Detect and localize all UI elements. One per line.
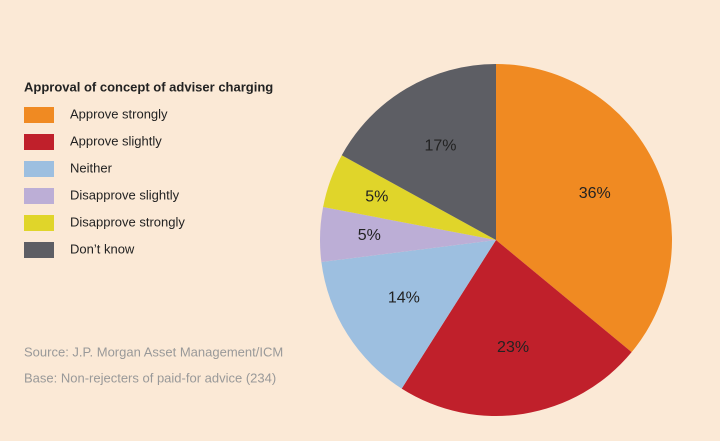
legend-label: Approve strongly (70, 106, 168, 121)
legend-swatch (24, 161, 54, 177)
data-label: 36% (579, 185, 611, 202)
legend-title: Approval of concept of adviser charging (24, 79, 273, 94)
pie-slice (321, 240, 496, 389)
data-label: 5% (365, 188, 388, 205)
legend-label: Neither (70, 160, 113, 175)
data-label: 17% (424, 137, 456, 154)
legend-swatch (24, 215, 54, 231)
pie-slice (496, 64, 673, 353)
pie-slice (320, 207, 496, 263)
data-label: 5% (358, 227, 381, 244)
pie-slice (401, 240, 632, 416)
legend-swatch (24, 134, 54, 150)
source-note: Source: J.P. Morgan Asset Management/ICM (24, 344, 283, 359)
base-note: Base: Non-rejecters of paid-for advice (… (24, 370, 276, 385)
pie-slice (341, 64, 496, 240)
legend-swatch (24, 188, 54, 204)
legend-label: Don’t know (70, 241, 135, 256)
legend-label: Disapprove strongly (70, 214, 185, 229)
legend-swatch (24, 242, 54, 258)
pie-slice (323, 155, 496, 240)
legend-label: Approve slightly (70, 133, 162, 148)
data-label: 23% (497, 339, 529, 356)
data-label: 14% (388, 290, 420, 307)
legend-swatch (24, 107, 54, 123)
legend-label: Disapprove slightly (70, 187, 180, 202)
